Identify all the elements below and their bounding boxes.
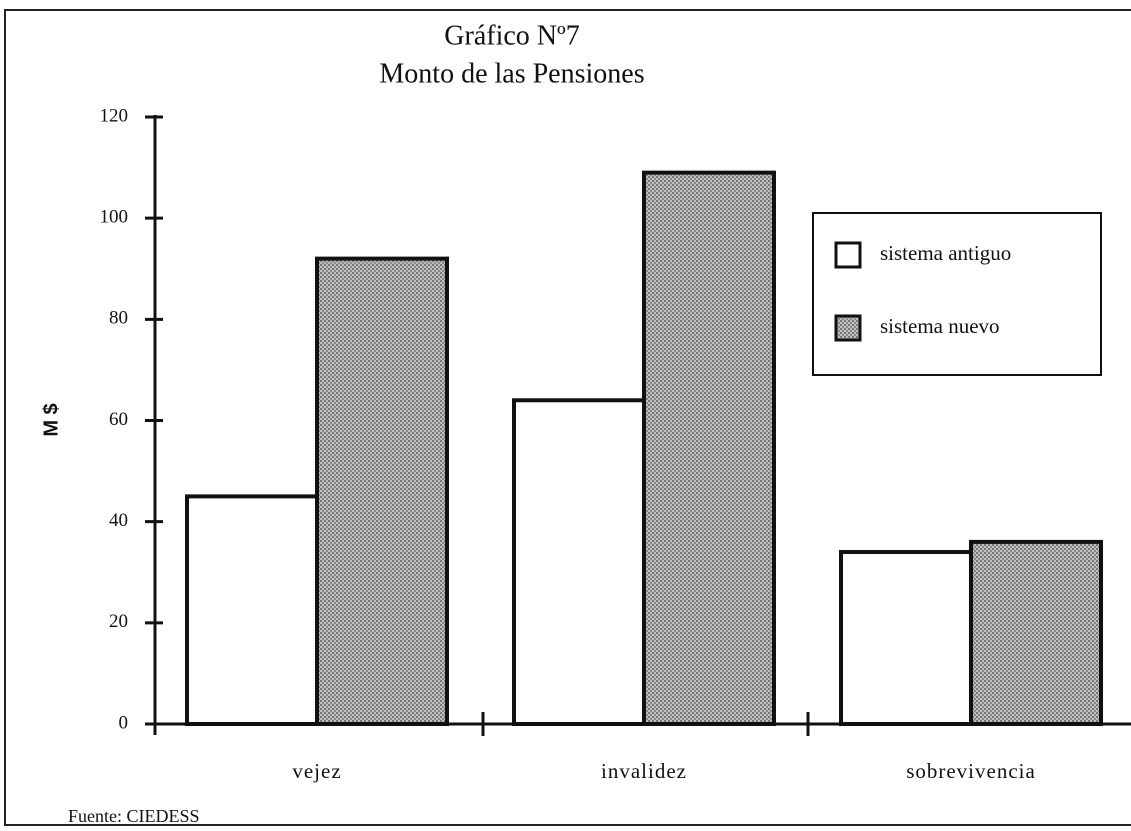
legend-label: sistema antiguo xyxy=(880,241,1011,265)
legend: sistema antiguo sistema nuevo xyxy=(812,212,1102,376)
y-tick-label: 40 xyxy=(109,510,128,531)
legend-swatch xyxy=(834,241,862,269)
y-axis-label: M $ xyxy=(40,403,62,436)
y-tick-label: 20 xyxy=(109,611,128,632)
y-tick-label: 0 xyxy=(119,712,129,733)
legend-box xyxy=(812,212,1102,376)
y-tick-label: 100 xyxy=(100,207,129,228)
frame xyxy=(4,9,1131,826)
chart-subtitle: Monto de las Pensiones xyxy=(379,58,644,89)
y-tick-label: 120 xyxy=(100,105,129,126)
x-tick-label: vejez xyxy=(292,759,341,783)
legend-label: sistema nuevo xyxy=(880,314,1000,338)
bar xyxy=(512,398,646,726)
legend-swatch xyxy=(834,314,862,342)
x-tick-label: sobrevivencia xyxy=(906,759,1036,783)
bar xyxy=(315,256,449,726)
source: Fuente: CIEDESS xyxy=(68,806,200,826)
bar xyxy=(642,170,776,726)
chart-title: Gráfico Nº7 xyxy=(444,20,579,51)
bar xyxy=(969,539,1103,727)
y-tick-label: 60 xyxy=(109,409,128,430)
bar xyxy=(839,550,973,726)
bar xyxy=(185,494,319,726)
x-tick-label: invalidez xyxy=(601,759,687,783)
y-tick-label: 80 xyxy=(109,308,128,329)
